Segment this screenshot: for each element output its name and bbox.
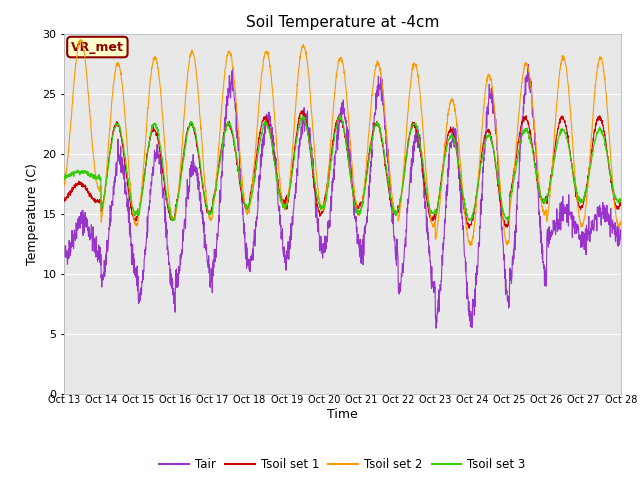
Legend: Tair, Tsoil set 1, Tsoil set 2, Tsoil set 3: Tair, Tsoil set 1, Tsoil set 2, Tsoil se… <box>155 454 530 476</box>
Text: VR_met: VR_met <box>71 40 124 54</box>
Title: Soil Temperature at -4cm: Soil Temperature at -4cm <box>246 15 439 30</box>
Y-axis label: Temperature (C): Temperature (C) <box>26 163 40 264</box>
X-axis label: Time: Time <box>327 408 358 421</box>
